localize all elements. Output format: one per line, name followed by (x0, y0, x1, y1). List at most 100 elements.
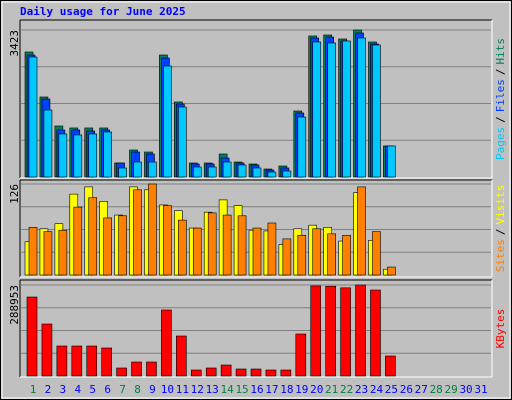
chart-title: Daily usage for June 2025 (20, 5, 186, 18)
x-tick-label: 31 (474, 383, 487, 396)
legend-separator: / (494, 69, 507, 76)
x-tick-label: 16 (250, 383, 263, 396)
plot-area (20, 280, 492, 377)
bar (252, 167, 262, 178)
x-tick-label: 27 (415, 383, 428, 396)
x-tick-label: 20 (310, 383, 323, 396)
legend: Pages / Files / Hits (494, 38, 507, 160)
bar (222, 161, 232, 178)
x-tick-label: 6 (104, 383, 111, 396)
bar (385, 355, 396, 377)
bar (310, 285, 322, 377)
bar (133, 189, 142, 276)
x-tick-label: 11 (176, 383, 189, 396)
x-tick-label: 9 (149, 383, 156, 396)
bar (26, 296, 38, 377)
bar (146, 361, 157, 377)
legend-entry: Pages (494, 127, 507, 160)
y-tick-label: 3423 (8, 30, 21, 57)
bar (71, 345, 83, 377)
bar (282, 238, 292, 276)
x-tick-label: 24 (370, 383, 384, 396)
bar (357, 186, 366, 276)
bar (370, 289, 381, 377)
bar (163, 205, 172, 276)
bar (41, 323, 53, 377)
bar (88, 197, 98, 276)
bar (387, 145, 396, 178)
bar (58, 229, 68, 276)
bar (250, 368, 262, 377)
bar (192, 166, 202, 178)
bar (116, 367, 127, 377)
bar (267, 171, 277, 178)
x-tick-label: 26 (400, 383, 413, 396)
bar (355, 284, 366, 377)
bar (207, 212, 217, 276)
bar (357, 37, 366, 178)
legend-entry: Visits (494, 185, 507, 225)
bar (312, 41, 322, 178)
legend-entry: KBytes (494, 309, 507, 349)
x-tick-label: 25 (385, 383, 398, 396)
bar (161, 309, 172, 377)
bar (73, 134, 83, 178)
bar (222, 214, 232, 276)
x-tick-label: 5 (89, 383, 96, 396)
bar (56, 345, 68, 377)
bar (372, 231, 381, 276)
bar (43, 231, 53, 276)
legend-separator: / (494, 116, 507, 123)
bar (327, 42, 336, 178)
legend-entry: Files (494, 79, 507, 112)
bar (28, 56, 38, 178)
bar (148, 183, 157, 276)
bar (280, 369, 292, 377)
legend: Sites / Visits (494, 185, 507, 273)
bar (176, 335, 187, 377)
x-tick-label: 7 (119, 383, 126, 396)
x-tick-label: 22 (340, 383, 353, 396)
bar (103, 217, 112, 276)
x-tick-label: 10 (161, 383, 174, 396)
bar (58, 133, 68, 178)
y-tick-label: 126 (8, 184, 21, 204)
x-tick-label: 13 (206, 383, 219, 396)
bar (133, 161, 142, 178)
x-tick-label: 28 (430, 383, 443, 396)
x-tick-label: 18 (280, 383, 293, 396)
bar (387, 266, 396, 276)
bar (118, 215, 127, 276)
legend-entry: Sites (494, 239, 507, 272)
bar (312, 228, 322, 276)
bar (297, 234, 307, 276)
bar (220, 364, 232, 377)
bar (190, 369, 202, 377)
x-tick-label: 30 (459, 383, 472, 396)
bar (43, 109, 53, 178)
bar (372, 44, 381, 178)
bar (340, 287, 351, 377)
bar (103, 131, 112, 178)
bar (297, 116, 307, 178)
bar (148, 161, 157, 178)
x-tick-label: 2 (45, 383, 52, 396)
bar (88, 133, 98, 178)
x-tick-label: 21 (325, 383, 338, 396)
legend-separator: / (494, 229, 507, 236)
bar (342, 234, 351, 276)
bar (178, 106, 187, 178)
bar (265, 369, 277, 377)
x-tick-label: 17 (265, 383, 278, 396)
bar (163, 65, 172, 178)
bar (28, 227, 38, 276)
bar (325, 285, 336, 377)
plot-area (20, 20, 492, 178)
bar (118, 167, 127, 178)
legend-entry: Hits (494, 38, 507, 65)
x-tick-label: 15 (235, 383, 248, 396)
bar (267, 222, 277, 276)
bar (327, 233, 336, 276)
